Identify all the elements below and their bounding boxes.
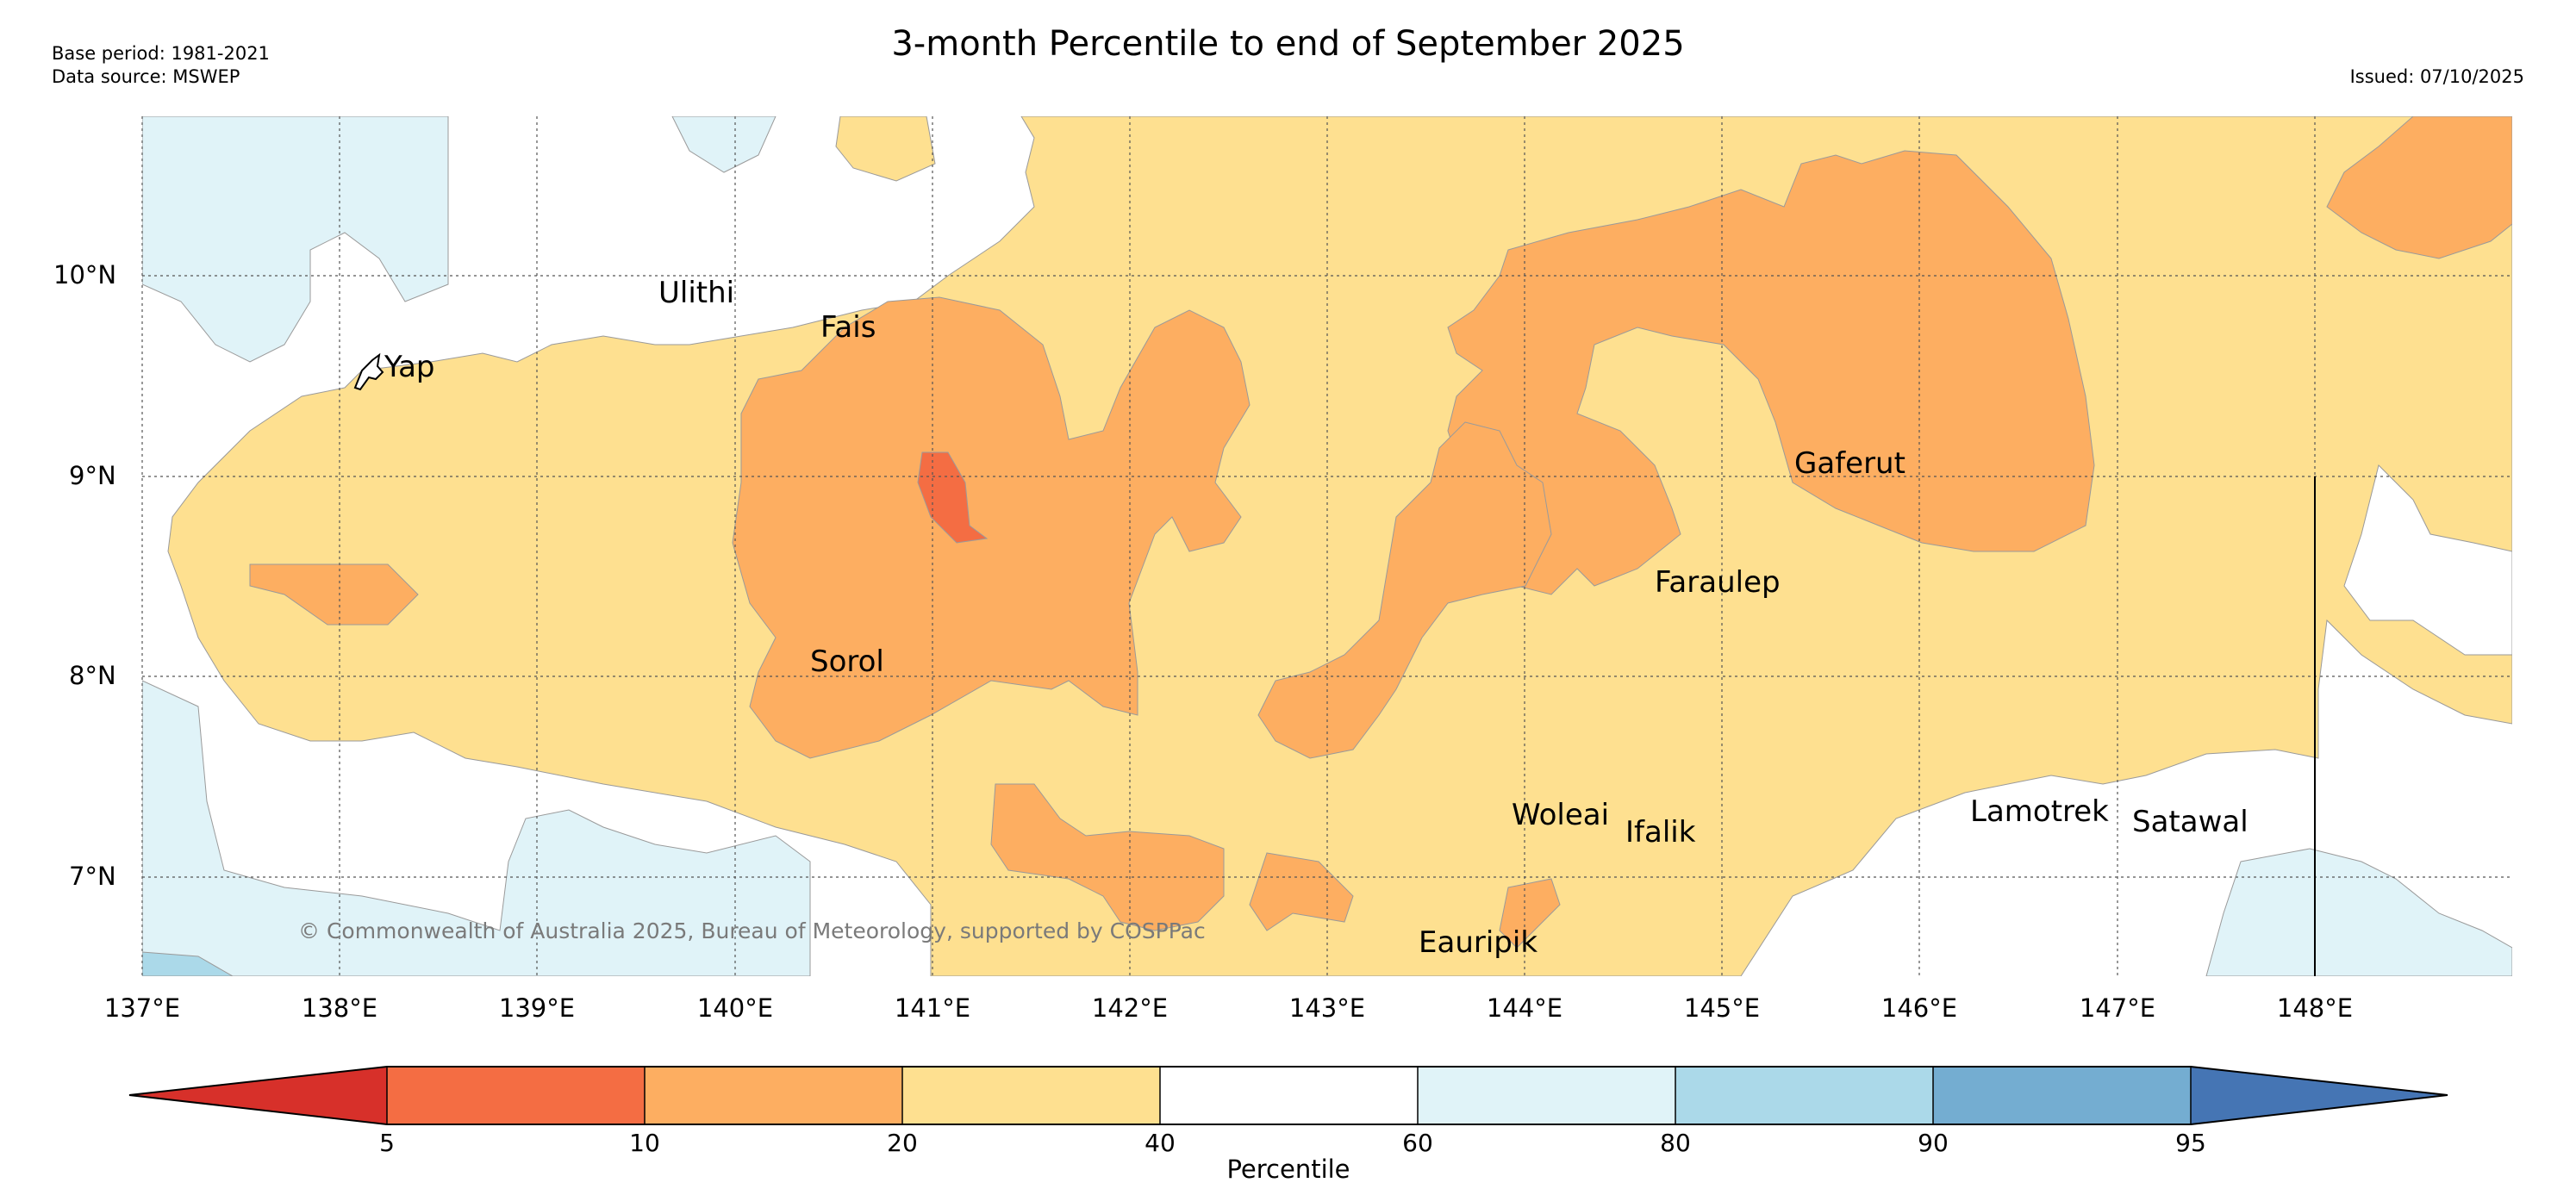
region-5-10-core bbox=[917, 451, 989, 544]
issued-date: Issued: 07/10/2025 bbox=[2349, 66, 2524, 87]
lon-label-147e: 147°E bbox=[2079, 993, 2156, 1023]
colorbar-seg-10-20 bbox=[645, 1067, 902, 1124]
lat-label-10n: 10°N bbox=[53, 260, 117, 289]
region-20-40-n bbox=[835, 116, 936, 182]
region-60-80-n bbox=[671, 116, 777, 173]
lat-label-9n: 9°N bbox=[69, 461, 116, 490]
place-label-ulithi: Ulithi bbox=[658, 276, 735, 310]
data-source: Data source: MSWEP bbox=[52, 66, 240, 87]
region-10-20-south bbox=[990, 783, 1225, 931]
colorbar-seg-5-10 bbox=[387, 1067, 645, 1124]
region-10-20-middle bbox=[1257, 421, 1552, 759]
place-label-gaferut: Gaferut bbox=[1794, 446, 1905, 481]
map-title: 3-month Percentile to end of September 2… bbox=[891, 24, 1685, 64]
lon-label-143e: 143°E bbox=[1288, 993, 1366, 1023]
copyright-notice: © Commonwealth of Australia 2025, Bureau… bbox=[298, 918, 1206, 943]
region-80-90-sw bbox=[142, 951, 234, 976]
region-10-20-west bbox=[249, 563, 419, 626]
lon-label-146e: 146°E bbox=[1881, 993, 1958, 1023]
colorbar-tick-10: 10 bbox=[629, 1129, 660, 1157]
lon-label-141e: 141°E bbox=[894, 993, 971, 1023]
colorbar-tick-60: 60 bbox=[1402, 1129, 1433, 1157]
place-label-lamotrek: Lamotrek bbox=[1970, 794, 2109, 829]
region-40-60-east bbox=[2343, 464, 2512, 656]
region-10-20-ne bbox=[2326, 116, 2512, 259]
lon-label-145e: 145°E bbox=[1683, 993, 1761, 1023]
colorbar-seg-20-40 bbox=[902, 1067, 1160, 1124]
colorbar-seg-below-5 bbox=[129, 1067, 387, 1124]
colorbar bbox=[128, 1066, 2448, 1125]
colorbar-seg-40-60 bbox=[1160, 1067, 1418, 1124]
base-period: Base period: 1981-2021 bbox=[52, 43, 270, 64]
lon-label-138e: 138°E bbox=[301, 993, 378, 1023]
region-60-80-se bbox=[2205, 848, 2512, 976]
colorbar-tick-5: 5 bbox=[379, 1129, 395, 1157]
place-label-faraulep: Faraulep bbox=[1655, 565, 1781, 600]
colorbar-tick-40: 40 bbox=[1145, 1129, 1176, 1157]
yap-island-shape bbox=[353, 352, 384, 391]
colorbar-seg-above-95 bbox=[2191, 1067, 2448, 1124]
place-label-ifalik: Ifalik bbox=[1625, 815, 1696, 850]
lon-label-142e: 142°E bbox=[1091, 993, 1169, 1023]
place-label-satawal: Satawal bbox=[2132, 805, 2249, 839]
place-label-sorol: Sorol bbox=[810, 644, 884, 679]
colorbar-tick-80: 80 bbox=[1660, 1129, 1691, 1157]
map-gridlines bbox=[141, 116, 2512, 976]
colorbar-tick-95: 95 bbox=[2175, 1129, 2206, 1157]
lon-label-139e: 139°E bbox=[498, 993, 576, 1023]
region-10-20-central bbox=[732, 296, 1251, 759]
place-label-fais: Fais bbox=[820, 310, 876, 345]
region-10-20-south3 bbox=[1499, 878, 1561, 949]
colorbar-tick-90: 90 bbox=[1918, 1129, 1949, 1157]
colorbar-tick-20: 20 bbox=[887, 1129, 918, 1157]
place-label-yap: Yap bbox=[384, 350, 435, 384]
place-label-woleai: Woleai bbox=[1512, 798, 1610, 832]
colorbar-seg-80-90 bbox=[1675, 1067, 1933, 1124]
colorbar-seg-90-95 bbox=[1933, 1067, 2191, 1124]
colorbar-label: Percentile bbox=[1226, 1155, 1350, 1184]
colorbar-seg-60-80 bbox=[1418, 1067, 1675, 1124]
place-label-eauripik: Eauripik bbox=[1419, 925, 1538, 960]
lat-label-8n: 8°N bbox=[69, 661, 116, 690]
region-60-80-sw bbox=[142, 680, 811, 976]
lon-label-140e: 140°E bbox=[696, 993, 774, 1023]
region-60-80-nw bbox=[142, 116, 449, 363]
lat-label-7n: 7°N bbox=[69, 862, 116, 891]
lon-label-148e: 148°E bbox=[2276, 993, 2354, 1023]
lon-label-137e: 137°E bbox=[103, 993, 181, 1023]
lon-label-144e: 144°E bbox=[1486, 993, 1563, 1023]
